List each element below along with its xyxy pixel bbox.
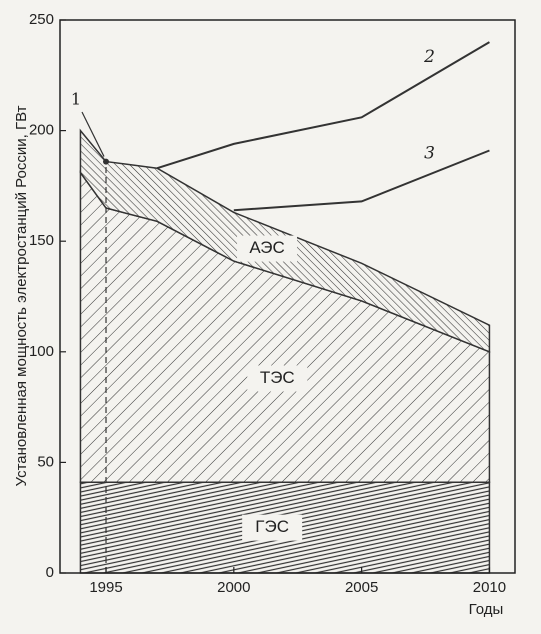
- annotation: 1: [71, 90, 81, 109]
- label-box: [247, 365, 308, 392]
- point: [103, 158, 110, 165]
- y-tick-label: 100: [29, 343, 54, 360]
- area-label: ТЭС: [260, 368, 295, 387]
- y-tick-label: 250: [29, 11, 54, 28]
- y-tick-label: 50: [37, 453, 54, 470]
- label-box: [242, 514, 303, 541]
- plot-frame: [59, 19, 516, 574]
- y-tick-label: 0: [46, 564, 54, 581]
- x-tick-label: 2010: [473, 579, 506, 596]
- area-label: АЭС: [249, 238, 284, 257]
- y-axis-label: Установленная мощность электростанций Ро…: [13, 105, 30, 486]
- line: [156, 41, 490, 170]
- x-tick-label: 2005: [345, 579, 378, 596]
- y-tick-label: 150: [29, 232, 54, 249]
- area-label: ГЭС: [255, 517, 289, 536]
- x-tick-label: 2000: [217, 579, 250, 596]
- line-label: 2: [423, 47, 435, 67]
- line-label: 3: [424, 143, 435, 163]
- line: [233, 149, 490, 212]
- x-tick-label: 1995: [89, 579, 122, 596]
- label-box: [237, 235, 298, 262]
- x-axis-label: Годы: [469, 601, 504, 618]
- arrow: [81, 111, 105, 157]
- y-tick-label: 200: [29, 122, 54, 139]
